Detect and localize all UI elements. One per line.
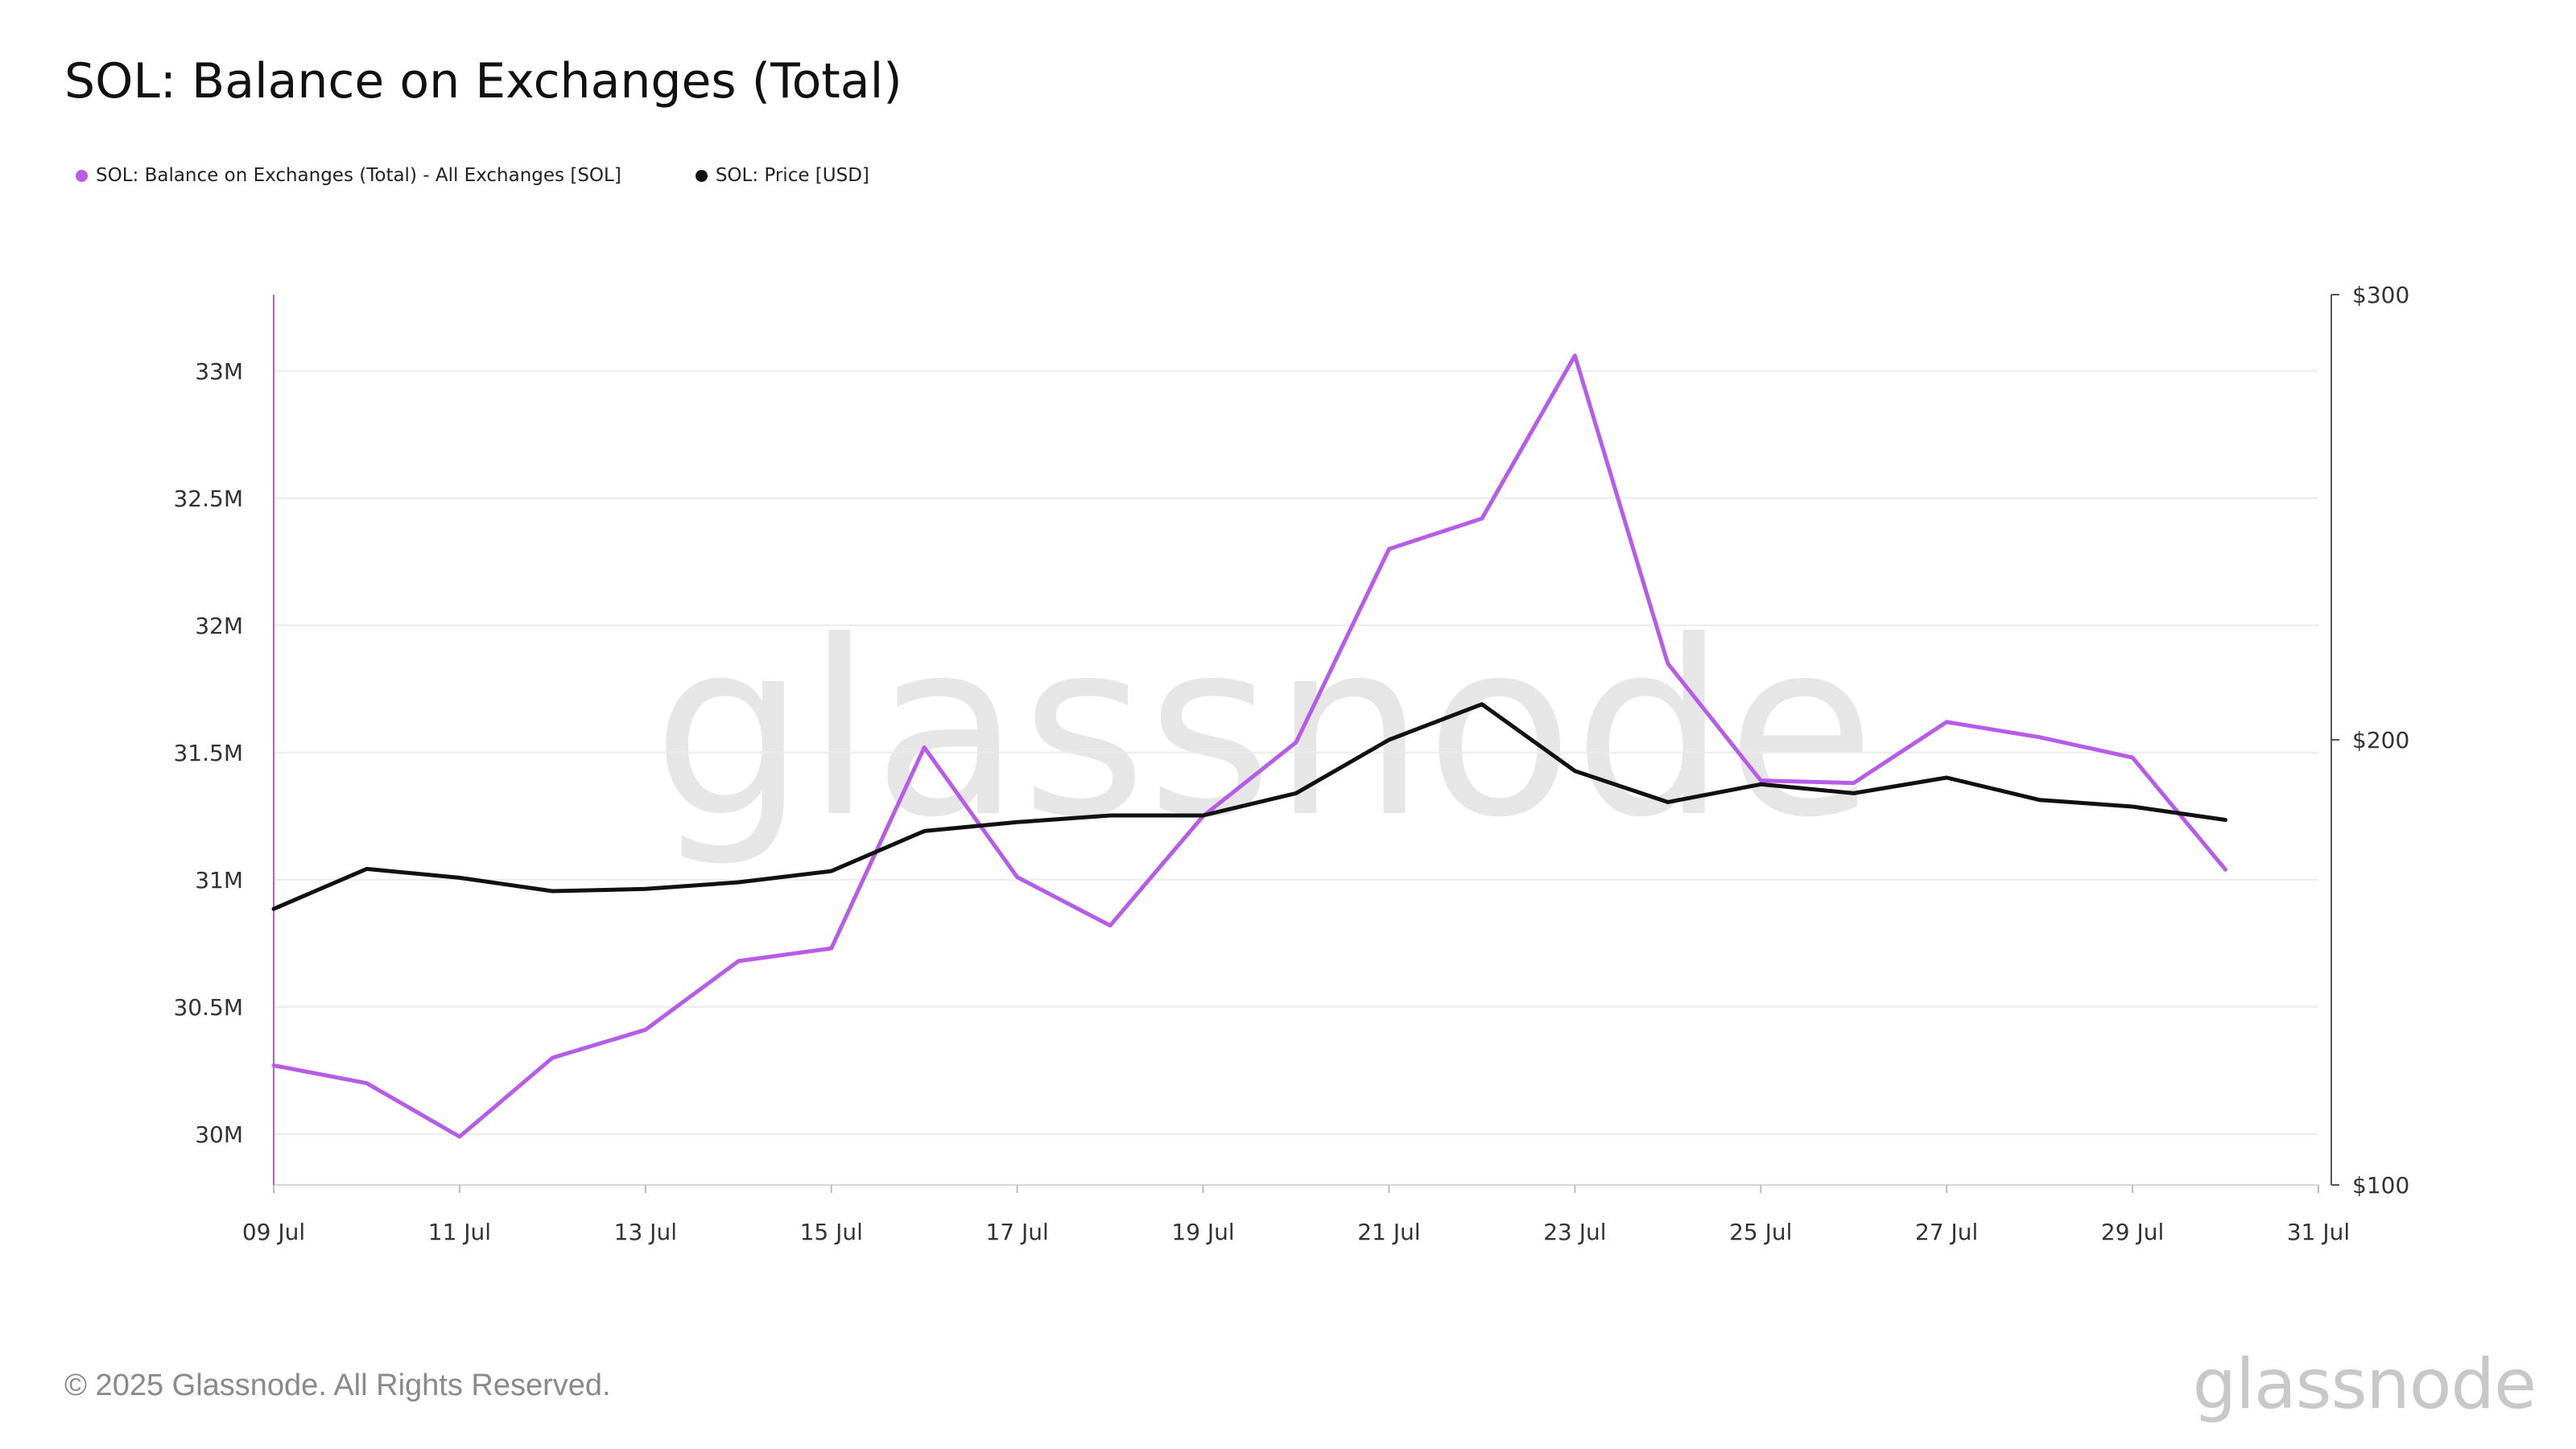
series-lines xyxy=(271,353,2227,1139)
legend-item-balance[interactable]: SOL: Balance on Exchanges (Total) - All … xyxy=(76,165,621,186)
y-right-tick-label: $200 xyxy=(2352,727,2409,753)
x-tick-label: 15 Jul xyxy=(800,1219,863,1245)
y-left-tick-label: 32.5M xyxy=(173,485,243,512)
grid-lines xyxy=(274,369,2318,1135)
x-tick-label: 25 Jul xyxy=(1729,1219,1792,1245)
y-left-tick-label: 30.5M xyxy=(173,994,243,1021)
x-tick-label: 31 Jul xyxy=(2287,1219,2350,1245)
x-tick-label: 13 Jul xyxy=(614,1219,677,1245)
legend-label-price: SOL: Price [USD] xyxy=(715,165,869,186)
y-left-tick-label: 33M xyxy=(195,358,243,385)
axes xyxy=(273,294,2339,1193)
y-left-tick-label: 31M xyxy=(195,867,243,894)
y-left-tick-label: 30M xyxy=(195,1121,243,1148)
chart-title: SOL: Balance on Exchanges (Total) xyxy=(64,53,902,109)
x-tick-label: 19 Jul xyxy=(1171,1219,1234,1245)
chart-legend: SOL: Balance on Exchanges (Total) - All … xyxy=(76,165,943,186)
y-right-tick-label: $100 xyxy=(2352,1172,2409,1199)
x-tick-label: 17 Jul xyxy=(985,1219,1048,1245)
legend-item-price[interactable]: SOL: Price [USD] xyxy=(695,165,869,186)
x-tick-label: 09 Jul xyxy=(242,1219,305,1245)
legend-dot-price-icon xyxy=(695,169,708,182)
tick-labels: 30M 30.5M 31M 31.5M 32M 32.5M 33M $100 $200 $300 0… xyxy=(173,282,2409,1245)
x-tick-label: 23 Jul xyxy=(1543,1219,1606,1245)
legend-label-balance: SOL: Balance on Exchanges (Total) - All … xyxy=(96,165,621,186)
x-tick-label: 21 Jul xyxy=(1357,1219,1420,1245)
series-line-balance xyxy=(271,353,2227,1139)
glassnode-logo: glassnode xyxy=(2192,1344,2537,1425)
y-right-tick-label: $300 xyxy=(2352,282,2409,308)
x-tick-label: 27 Jul xyxy=(1915,1219,1978,1245)
copyright-footer: © 2025 Glassnode. All Rights Reserved. xyxy=(64,1368,611,1402)
chart-watermark: glassnode xyxy=(653,589,1876,870)
legend-dot-balance-icon xyxy=(76,169,88,182)
y-left-tick-label: 32M xyxy=(195,613,243,639)
y-left-tick-label: 31.5M xyxy=(173,740,243,766)
x-tick-label: 11 Jul xyxy=(428,1219,491,1245)
series-line-price xyxy=(271,702,2227,911)
x-tick-label: 29 Jul xyxy=(2101,1219,2164,1245)
